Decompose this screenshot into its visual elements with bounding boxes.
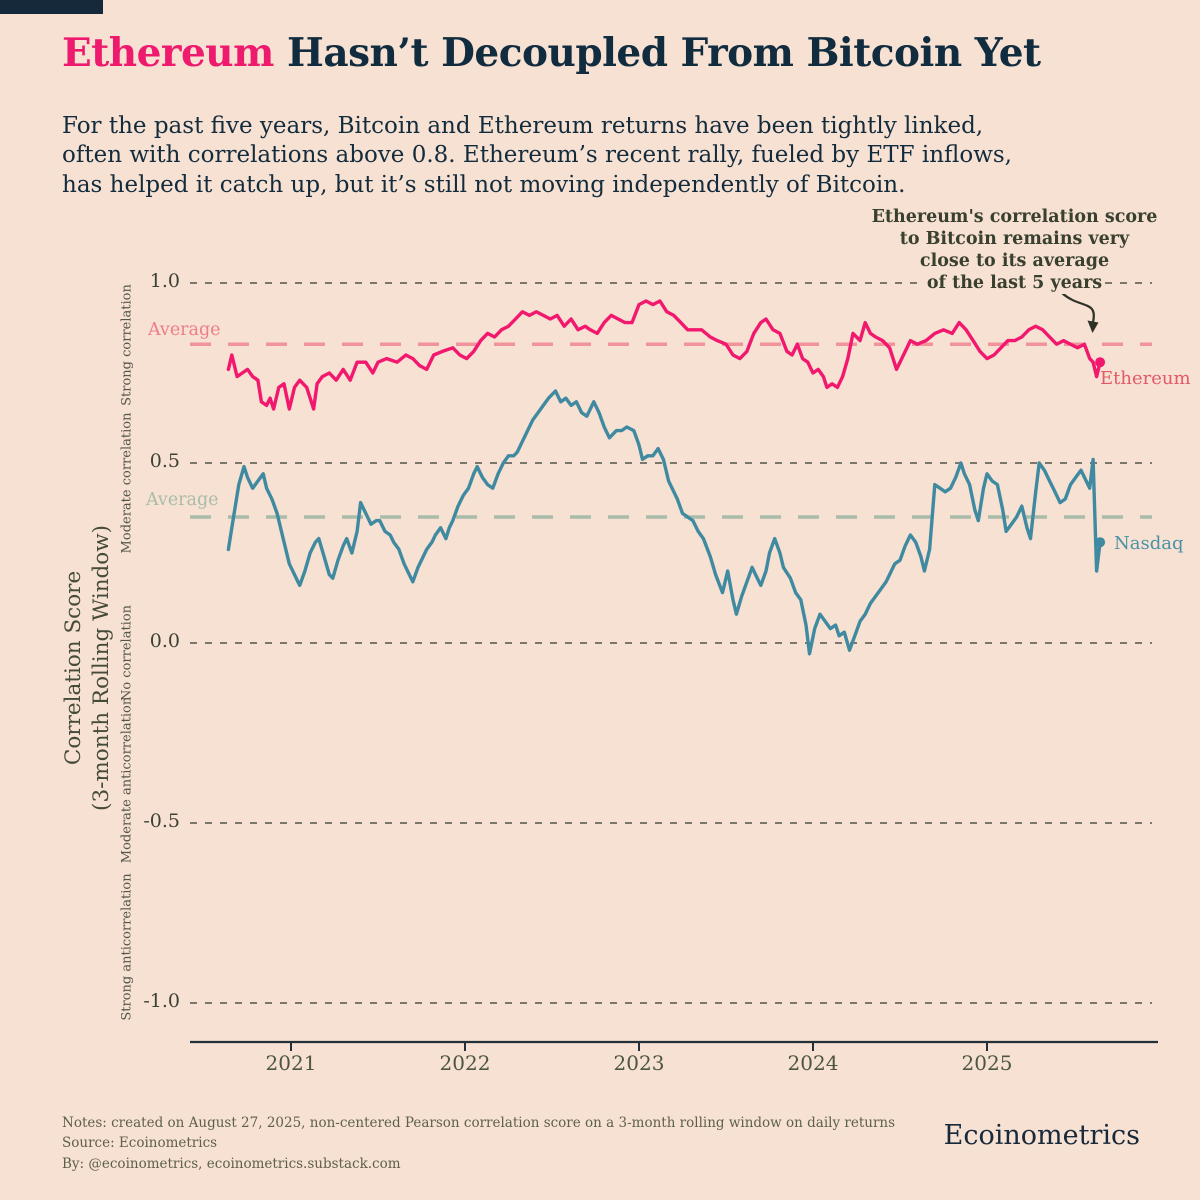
page-title: Ethereum Hasn’t Decoupled From Bitcoin Y… <box>62 30 1041 76</box>
y-tick-label-1.0: 1.0 <box>149 270 180 292</box>
footer-by: By: @ecoinometrics, ecoinometrics.substa… <box>62 1155 401 1172</box>
nasdaq-line-label: Nasdaq <box>1114 533 1184 554</box>
annotation-line: close to its average <box>862 250 1167 272</box>
x-tick-label-2022: 2022 <box>439 1051 491 1075</box>
ethereum-end-marker <box>1095 357 1106 368</box>
x-tick-label-2025: 2025 <box>961 1051 1013 1075</box>
y-tick-label-0.0: 0.0 <box>149 630 180 652</box>
brand-logo-text: Ecoinometrics <box>943 1120 1140 1151</box>
corner-accent-bar <box>0 0 103 14</box>
zone-label-2: No correlation <box>119 604 135 702</box>
annotation-arrow <box>1061 292 1095 323</box>
y-tick-label-0.5: 0.5 <box>149 450 180 472</box>
annotation-line: of the last 5 years <box>862 272 1167 294</box>
y-tick-label--1.0: -1.0 <box>143 990 180 1012</box>
zone-label-4: Strong anticorrelation <box>119 873 135 1021</box>
nasdaq-end-marker <box>1095 537 1106 548</box>
x-tick-label-2021: 2021 <box>265 1051 317 1075</box>
ethereum-line <box>226 299 1102 411</box>
title-rest: Hasn’t Decoupled From Bitcoin Yet <box>273 30 1041 76</box>
annotation-line: to Bitcoin remains very <box>862 228 1167 250</box>
annotation-arrowhead <box>1087 320 1099 333</box>
ethereum-line-label: Ethereum <box>1100 368 1191 389</box>
footer-notes-block: Notes: created on August 27, 2025, non-c… <box>62 1113 895 1174</box>
footer-notes: Notes: created on August 27, 2025, non-c… <box>62 1115 896 1131</box>
x-tick-label-2024: 2024 <box>787 1051 839 1075</box>
annotation-line: Ethereum's correlation score <box>862 206 1167 228</box>
chart-annotation: Ethereum's correlation score to Bitcoin r… <box>862 206 1167 294</box>
x-tick-label-2023: 2023 <box>613 1051 665 1075</box>
zone-label-0: Strong correlation <box>119 284 135 406</box>
subtitle: For the past five years, Bitcoin and Eth… <box>62 113 1012 198</box>
y-axis-title: Correlation Score (3-month Rolling Windo… <box>61 524 114 811</box>
nasdaq-average-label: Average <box>146 490 219 510</box>
nasdaq-line <box>226 389 1102 656</box>
y-tick-label--0.5: -0.5 <box>143 810 180 832</box>
footer-source: Source: Ecoinometrics <box>62 1135 218 1152</box>
zone-label-3: Moderate anticorrelation <box>119 696 135 864</box>
ethereum-average-label: Average <box>148 320 221 340</box>
title-highlight: Ethereum <box>62 30 274 76</box>
zone-label-1: Moderate correlation <box>119 412 135 554</box>
